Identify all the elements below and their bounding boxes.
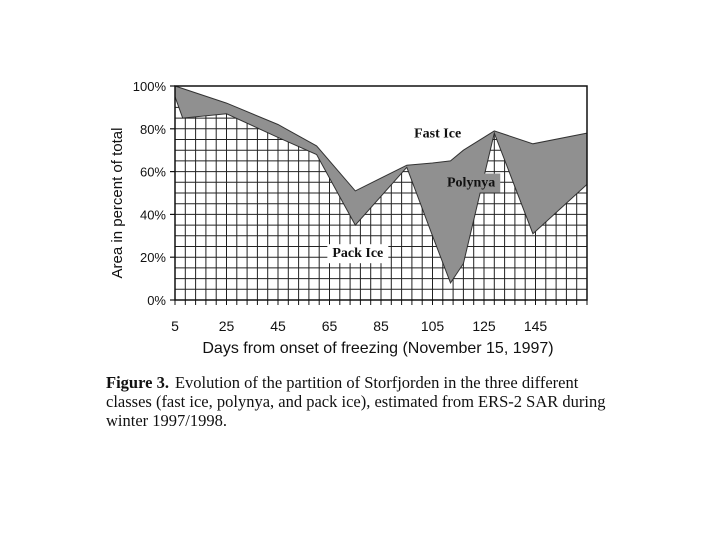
- x-tick-label: 105: [421, 318, 445, 334]
- region-label-pack-ice-background: [327, 244, 389, 264]
- area-chart: 5 25 45 65 85 105 125 145 0% 20% 40% 60% 80% 100% Ar…: [109, 79, 588, 357]
- y-tick-label: 100%: [133, 79, 167, 94]
- x-tick-label: 145: [524, 318, 548, 334]
- x-axis-label: Days from onset of freezing (November 15…: [202, 340, 553, 357]
- x-tick-label: 45: [270, 318, 286, 334]
- region-label-polynya: Polynya: [447, 176, 495, 191]
- y-tick-label: 60%: [140, 165, 166, 180]
- y-tick-label: 80%: [140, 122, 166, 137]
- y-tick-label: 40%: [140, 207, 166, 222]
- y-axis-label: Area in percent of total: [109, 128, 126, 279]
- x-tick-label: 25: [219, 318, 235, 334]
- region-label-pack-ice: Pack Ice: [332, 246, 383, 261]
- x-tick-label: 5: [171, 318, 179, 334]
- region-label-polynya-background: [442, 173, 501, 193]
- x-tick-label: 125: [472, 318, 496, 334]
- x-axis: 5 25 45 65 85 105 125 145: [171, 300, 588, 334]
- region-label-fast-ice: Fast Ice: [414, 126, 461, 141]
- figure-caption: Figure 3. Evolution of the partition of S…: [106, 373, 606, 430]
- y-axis: 0% 20% 40% 60% 80% 100%: [133, 79, 175, 308]
- y-tick-label: 0%: [147, 293, 166, 308]
- y-tick-label: 20%: [140, 250, 166, 265]
- x-tick-label: 85: [373, 318, 389, 334]
- caption-text: Evolution of the partition of Storfjorde…: [106, 373, 606, 430]
- region-labels: Fast Ice Polynya Pack Ice: [327, 126, 501, 264]
- figure-label: Figure 3.: [106, 373, 169, 392]
- x-tick-label: 65: [322, 318, 338, 334]
